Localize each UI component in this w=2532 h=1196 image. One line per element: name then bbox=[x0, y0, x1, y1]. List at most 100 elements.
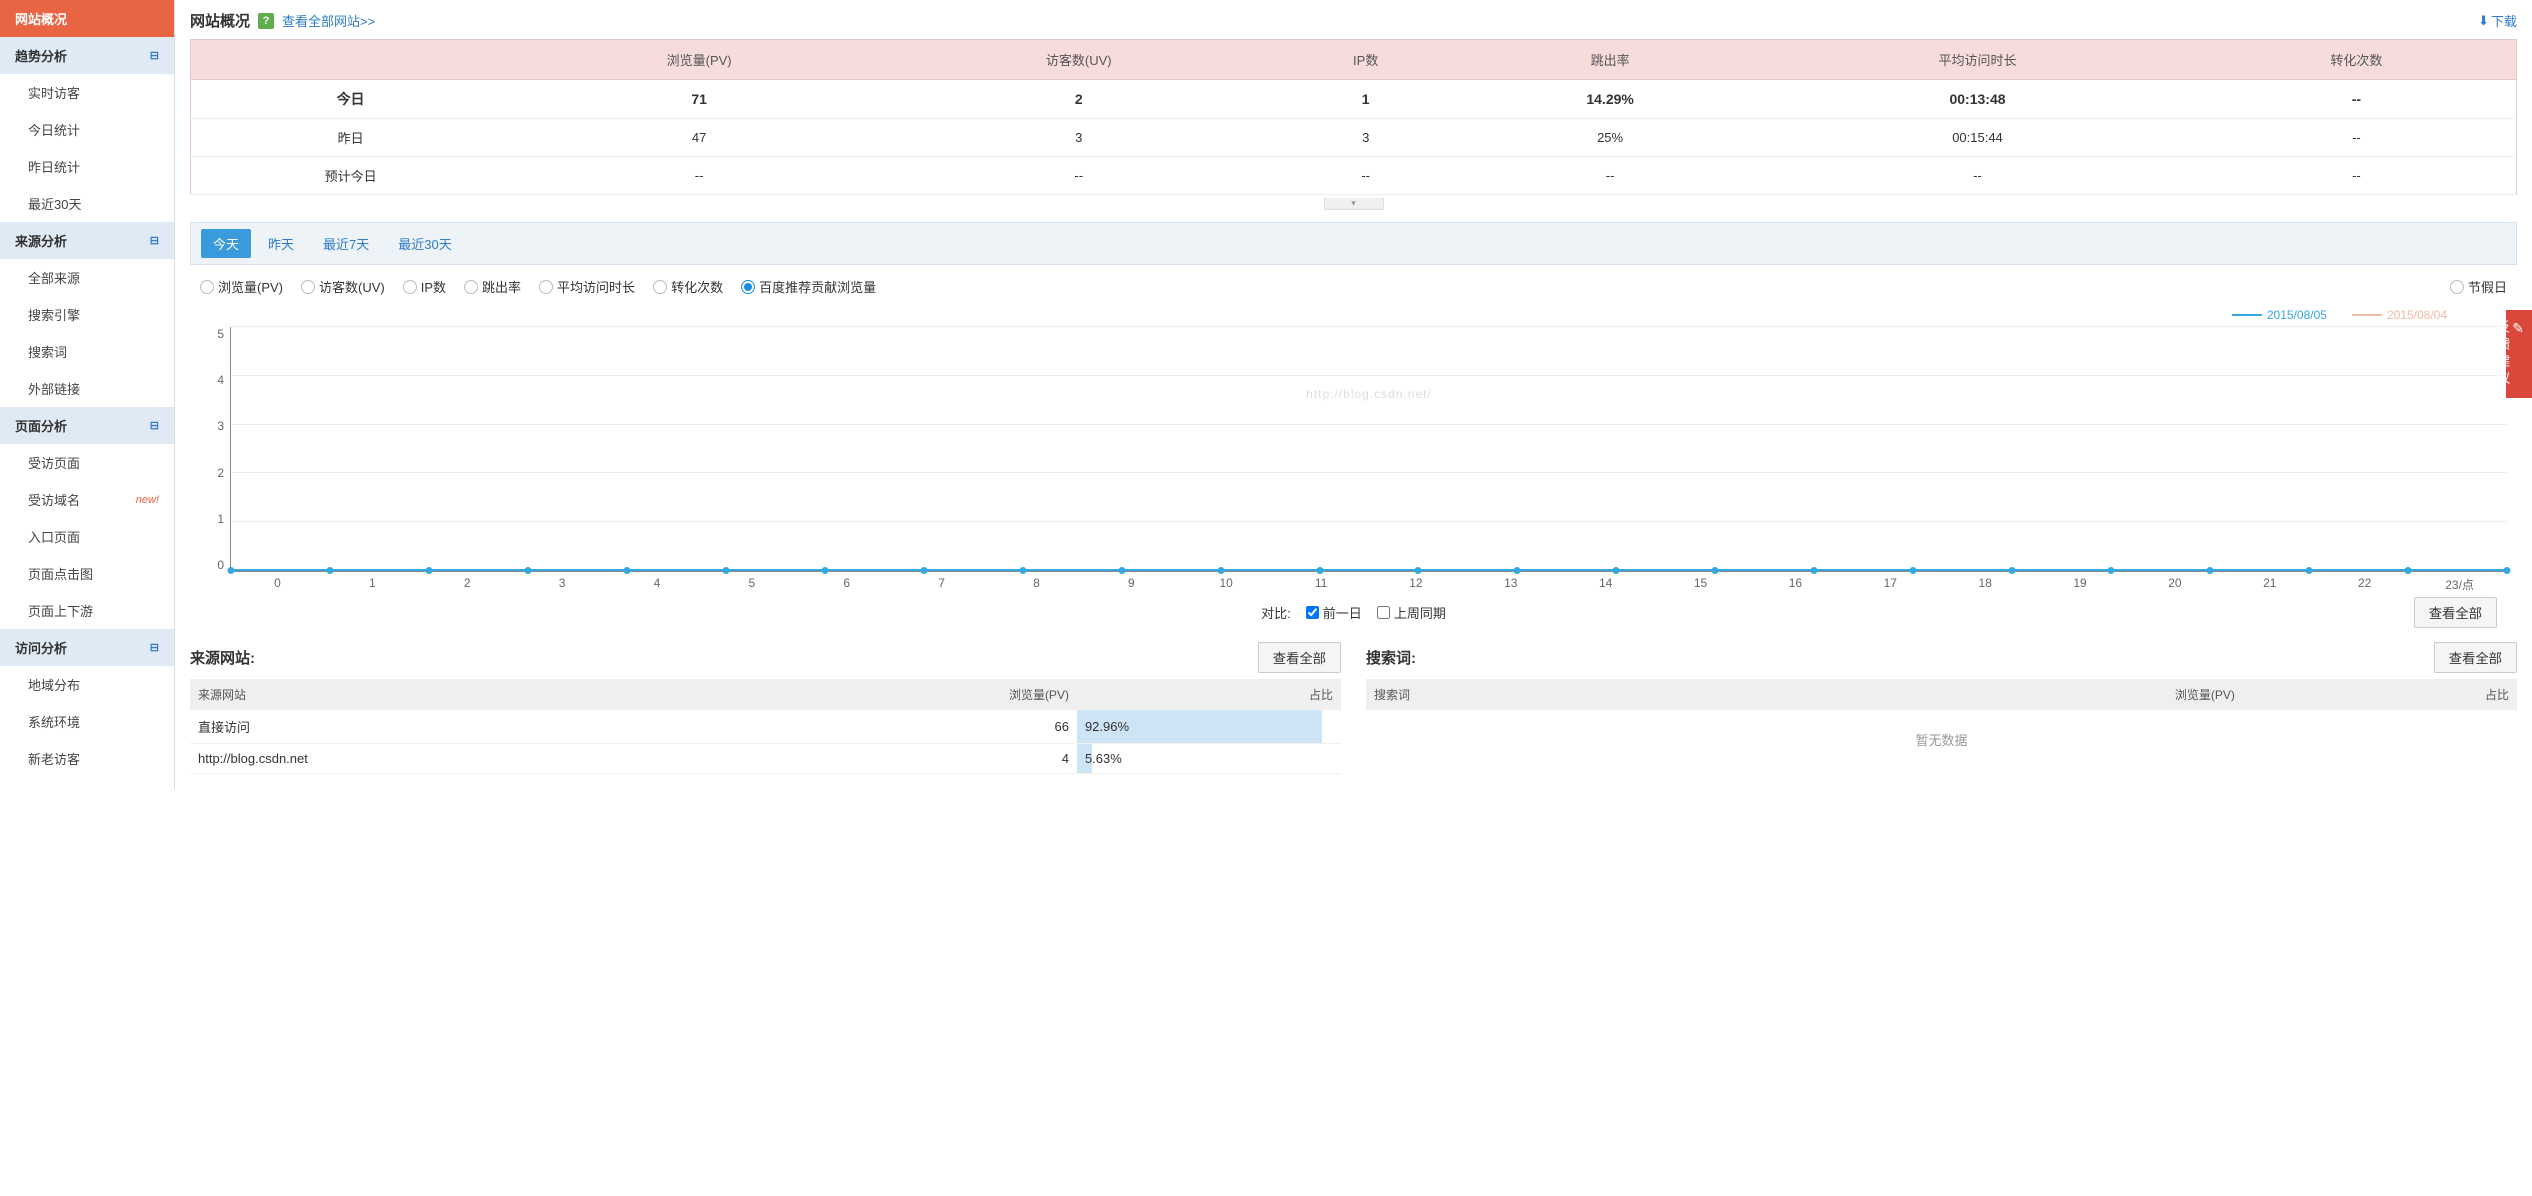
sidebar-item[interactable]: 昨日统计 bbox=[0, 148, 174, 185]
sidebar-item[interactable]: 全部来源 bbox=[0, 259, 174, 296]
sidebar-item[interactable]: 页面点击图 bbox=[0, 555, 174, 592]
sidebar-section-header[interactable]: 趋势分析⊟ bbox=[0, 37, 174, 74]
summary-row: 今日712114.29%00:13:48-- bbox=[191, 80, 2517, 119]
feedback-tab[interactable]: 反馈建议 bbox=[2506, 310, 2532, 398]
source-view-all-button[interactable]: 查看全部 bbox=[1258, 642, 1341, 673]
summary-col-header: IP数 bbox=[1269, 40, 1462, 80]
x-tick: 1 bbox=[325, 576, 420, 593]
search-view-all-button[interactable]: 查看全部 bbox=[2434, 642, 2517, 673]
radio-icon bbox=[539, 280, 553, 294]
search-panel-title: 搜索词: bbox=[1366, 647, 1416, 668]
sidebar-item[interactable]: 入口页面 bbox=[0, 518, 174, 555]
radio-icon bbox=[653, 280, 667, 294]
x-tick: 22 bbox=[2317, 576, 2412, 593]
sidebar-item-overview[interactable]: 网站概况 bbox=[0, 0, 174, 37]
compare-prev-day-checkbox[interactable]: 前一日 bbox=[1306, 603, 1362, 622]
sidebar-item[interactable]: 受访页面 bbox=[0, 444, 174, 481]
sidebar-item[interactable]: 地域分布 bbox=[0, 666, 174, 703]
chart-data-point bbox=[425, 567, 432, 574]
sidebar-item[interactable]: 页面上下游 bbox=[0, 592, 174, 629]
sidebar-item[interactable]: 系统环境 bbox=[0, 703, 174, 740]
search-panel: 搜索词: 查看全部 搜索词浏览量(PV)占比 暂无数据 bbox=[1366, 642, 2517, 774]
sidebar-item[interactable]: 今日统计 bbox=[0, 111, 174, 148]
x-tick: 7 bbox=[894, 576, 989, 593]
chart-data-point bbox=[524, 567, 531, 574]
summary-cell: -- bbox=[1462, 157, 1758, 195]
summary-row-label: 预计今日 bbox=[191, 157, 511, 195]
x-tick: 4 bbox=[610, 576, 705, 593]
sidebar-item[interactable]: 新老访客 bbox=[0, 740, 174, 777]
summary-cell: 00:15:44 bbox=[1758, 119, 2197, 157]
summary-table: 浏览量(PV)访客数(UV)IP数跳出率平均访问时长转化次数 今日712114.… bbox=[190, 39, 2517, 195]
x-tick: 10 bbox=[1179, 576, 1274, 593]
chart-data-point bbox=[1910, 567, 1917, 574]
summary-cell: 00:13:48 bbox=[1758, 80, 2197, 119]
summary-col-header: 浏览量(PV) bbox=[510, 40, 888, 80]
y-tick: 3 bbox=[217, 419, 224, 433]
x-tick: 16 bbox=[1748, 576, 1843, 593]
date-tab[interactable]: 昨天 bbox=[256, 229, 306, 258]
metric-radio[interactable]: 访客数(UV) bbox=[301, 277, 385, 296]
summary-col-header: 平均访问时长 bbox=[1758, 40, 2197, 80]
chart: 2015/08/05 2015/08/04 543210 http://blog… bbox=[190, 308, 2517, 632]
chart-view-all-button[interactable]: 查看全部 bbox=[2414, 597, 2497, 628]
sidebar-section-header[interactable]: 来源分析⊟ bbox=[0, 222, 174, 259]
x-tick: 2 bbox=[420, 576, 515, 593]
sidebar-item[interactable]: 实时访客 bbox=[0, 74, 174, 111]
date-tab[interactable]: 最近30天 bbox=[386, 229, 463, 258]
summary-cell: 47 bbox=[510, 119, 888, 157]
date-tab[interactable]: 今天 bbox=[201, 229, 251, 258]
help-icon[interactable]: ? bbox=[258, 13, 274, 29]
sidebar-item[interactable]: 搜索引擎 bbox=[0, 296, 174, 333]
main-content: 网站概况 ? 查看全部网站>> ⬇ 下载 浏览量(PV)访客数(UV)IP数跳出… bbox=[175, 0, 2532, 789]
x-tick: 17 bbox=[1843, 576, 1938, 593]
chart-plot: http://blog.csdn.net/ bbox=[230, 327, 2507, 572]
view-all-sites-link[interactable]: 查看全部网站>> bbox=[282, 11, 375, 30]
date-tabs: 今天昨天最近7天最近30天 bbox=[190, 222, 2517, 265]
source-name: 直接访问 bbox=[190, 710, 743, 744]
metric-radio[interactable]: 平均访问时长 bbox=[539, 277, 635, 296]
search-col-header: 搜索词 bbox=[1366, 679, 1722, 710]
sidebar-item[interactable]: 搜索词 bbox=[0, 333, 174, 370]
summary-cell: 3 bbox=[1269, 119, 1462, 157]
chart-data-point bbox=[623, 567, 630, 574]
chart-data-point bbox=[722, 567, 729, 574]
expand-handle[interactable]: ▾ bbox=[190, 194, 2517, 210]
chart-data-point bbox=[1613, 567, 1620, 574]
source-table: 来源网站浏览量(PV)占比 直接访问6692.96%http://blog.cs… bbox=[190, 679, 1341, 774]
metric-radio[interactable]: 跳出率 bbox=[464, 277, 521, 296]
source-col-header: 占比 bbox=[1077, 679, 1341, 710]
y-tick: 5 bbox=[217, 327, 224, 341]
chart-data-point bbox=[228, 567, 235, 574]
source-pct: 92.96% bbox=[1077, 710, 1341, 744]
compare-prev-week-checkbox[interactable]: 上周同期 bbox=[1377, 603, 1446, 622]
chart-data-point bbox=[1316, 567, 1323, 574]
radio-icon bbox=[200, 280, 214, 294]
chart-data-point bbox=[2405, 567, 2412, 574]
metric-radio[interactable]: 转化次数 bbox=[653, 277, 723, 296]
metric-radio[interactable]: IP数 bbox=[403, 277, 446, 296]
chart-data-point bbox=[1019, 567, 1026, 574]
collapse-icon: ⊟ bbox=[150, 234, 159, 247]
holiday-toggle[interactable]: 节假日 bbox=[2450, 277, 2507, 296]
x-tick: 21 bbox=[2222, 576, 2317, 593]
chart-data-point bbox=[1712, 567, 1719, 574]
metric-radio[interactable]: 百度推荐贡献浏览量 bbox=[741, 277, 876, 296]
sidebar-item[interactable]: 外部链接 bbox=[0, 370, 174, 407]
new-badge: new! bbox=[136, 494, 159, 506]
page-title: 网站概况 bbox=[190, 10, 250, 31]
sidebar-item[interactable]: 最近30天 bbox=[0, 185, 174, 222]
search-table: 搜索词浏览量(PV)占比 bbox=[1366, 679, 2517, 710]
date-tab[interactable]: 最近7天 bbox=[311, 229, 381, 258]
sidebar-section-header[interactable]: 页面分析⊟ bbox=[0, 407, 174, 444]
chart-data-point bbox=[2207, 567, 2214, 574]
summary-row-label: 昨日 bbox=[191, 119, 511, 157]
download-link[interactable]: ⬇ 下载 bbox=[2478, 11, 2517, 30]
source-row: 直接访问6692.96% bbox=[190, 710, 1341, 744]
metric-radio[interactable]: 浏览量(PV) bbox=[200, 277, 283, 296]
sidebar-section-header[interactable]: 访问分析⊟ bbox=[0, 629, 174, 666]
legend-line-icon bbox=[2352, 314, 2382, 316]
sidebar-item[interactable]: 受访域名new! bbox=[0, 481, 174, 518]
summary-cell: -- bbox=[2197, 157, 2517, 195]
summary-col-header: 转化次数 bbox=[2197, 40, 2517, 80]
